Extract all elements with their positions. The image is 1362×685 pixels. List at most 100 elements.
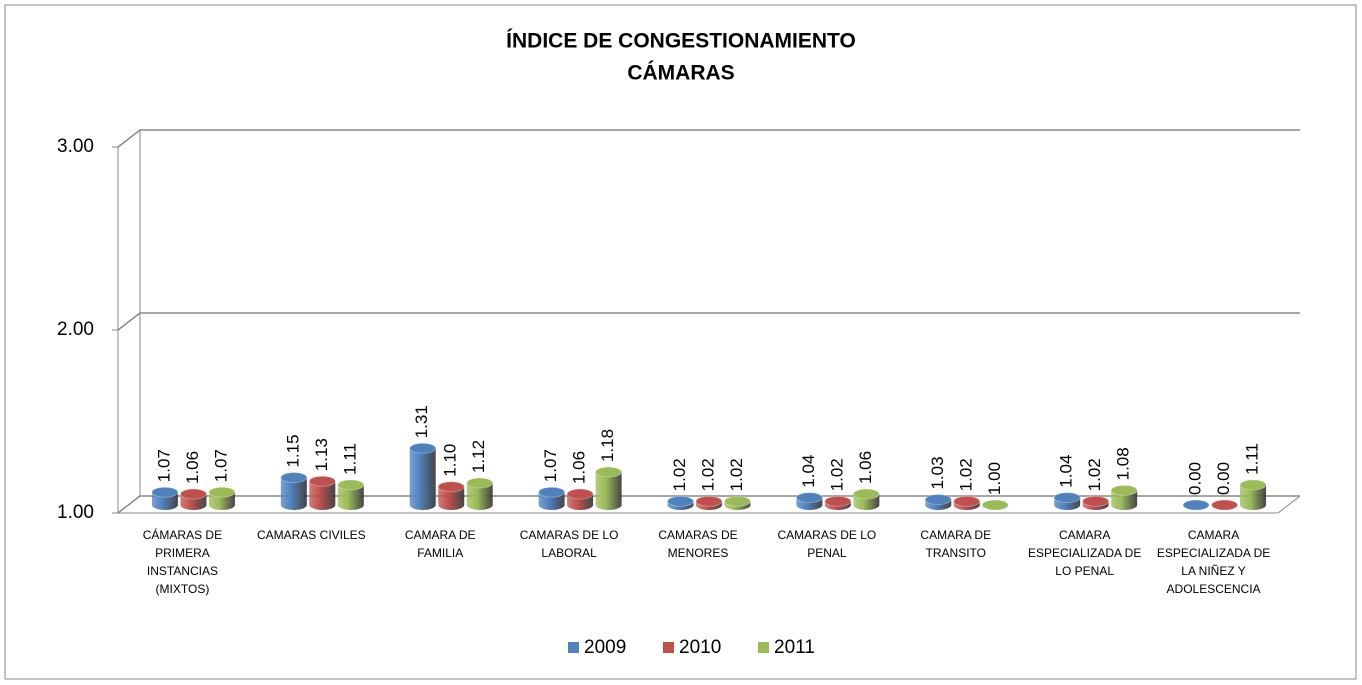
data-label: 1.02 bbox=[1085, 458, 1104, 491]
data-label: 1.11 bbox=[340, 443, 359, 475]
bar-body bbox=[151, 492, 178, 510]
data-label: 1.11 bbox=[1243, 443, 1262, 475]
x-tick-label: CAMARA ESPECIALIZADA DE LA NIÑEZ Y ADOLE… bbox=[1156, 528, 1271, 596]
data-label: 1.06 bbox=[856, 451, 875, 484]
bar-top bbox=[179, 488, 207, 500]
data-label: 1.02 bbox=[827, 458, 846, 491]
bar-top bbox=[538, 486, 566, 498]
bar-top bbox=[437, 481, 465, 493]
bar bbox=[179, 488, 207, 510]
bar bbox=[151, 486, 179, 510]
chart-border bbox=[4, 4, 1357, 680]
bar-top bbox=[208, 486, 236, 498]
data-label: 1.02 bbox=[727, 458, 746, 491]
bar bbox=[1053, 492, 1081, 510]
grid-line bbox=[117, 312, 1300, 331]
bar-top bbox=[924, 494, 952, 506]
bar bbox=[824, 495, 852, 510]
legend-swatch bbox=[758, 642, 769, 653]
data-label: 1.03 bbox=[928, 456, 947, 489]
data-label: 1.07 bbox=[541, 449, 560, 482]
x-tick-label: CAMARAS DE LO LABORAL bbox=[519, 528, 619, 560]
bar-top bbox=[953, 495, 981, 507]
data-label: 0.00 bbox=[1214, 462, 1233, 495]
bar bbox=[466, 477, 494, 510]
data-label: 1.07 bbox=[154, 449, 173, 482]
legend-label: 2009 bbox=[584, 637, 626, 658]
bar-top bbox=[1239, 479, 1267, 491]
bar bbox=[1182, 499, 1210, 511]
x-tick-label: CAMARA ESPECIALIZADA DE LO PENAL bbox=[1027, 528, 1142, 578]
bar-body bbox=[1111, 490, 1138, 510]
data-label: 1.13 bbox=[312, 438, 331, 471]
bar bbox=[953, 495, 981, 510]
legend-swatch bbox=[663, 642, 674, 653]
y-tick-label: 2.00 bbox=[57, 319, 94, 340]
bar-body bbox=[1240, 484, 1267, 510]
bar-body bbox=[280, 477, 307, 510]
bar-top bbox=[1053, 492, 1081, 504]
bar-top bbox=[695, 495, 723, 507]
bar-top bbox=[1182, 499, 1210, 511]
bar bbox=[1110, 484, 1138, 510]
bar-top bbox=[466, 477, 494, 489]
bar-top bbox=[724, 495, 751, 507]
data-label: 1.04 bbox=[1057, 455, 1076, 488]
bar-body bbox=[438, 486, 465, 510]
bar bbox=[538, 486, 566, 510]
legend-label: 2010 bbox=[679, 637, 721, 658]
legend-label: 2011 bbox=[774, 637, 815, 658]
bar-body bbox=[309, 481, 336, 510]
bar bbox=[566, 488, 594, 510]
bar bbox=[852, 488, 880, 510]
floor bbox=[118, 495, 1301, 514]
grid-line bbox=[117, 495, 1300, 514]
bar-body bbox=[595, 472, 622, 510]
bar-top bbox=[566, 488, 594, 500]
data-label: 1.06 bbox=[183, 451, 202, 484]
bar bbox=[595, 466, 623, 510]
bar-body bbox=[409, 448, 436, 510]
data-label: 1.31 bbox=[412, 405, 431, 438]
grid-line bbox=[117, 129, 1300, 148]
bar-top bbox=[308, 475, 336, 487]
x-tick-label: CAMARAS DE MENORES bbox=[658, 528, 738, 560]
bar bbox=[1082, 495, 1110, 510]
data-label: 1.06 bbox=[570, 451, 589, 484]
bar bbox=[695, 495, 723, 510]
bar-top bbox=[795, 492, 823, 504]
bar bbox=[280, 472, 308, 510]
bar-top bbox=[852, 488, 880, 500]
x-tick-label: CAMARAS DE LO PENAL bbox=[777, 528, 877, 560]
bar-top bbox=[1082, 495, 1110, 507]
bar-top bbox=[409, 442, 437, 454]
y-tick-label: 3.00 bbox=[57, 136, 94, 157]
x-tick-label: CAMARA DE TRANSITO bbox=[920, 528, 992, 560]
bar bbox=[308, 475, 336, 510]
data-label: 1.18 bbox=[598, 429, 617, 462]
bar-top bbox=[1211, 499, 1239, 511]
data-label: 1.15 bbox=[283, 434, 302, 467]
data-label: 1.04 bbox=[799, 455, 818, 488]
bar-top bbox=[824, 495, 852, 507]
x-tick-label: CAMARA DE FAMILIA bbox=[404, 528, 476, 560]
bar bbox=[409, 442, 437, 510]
bar bbox=[924, 494, 952, 510]
bar-top bbox=[595, 466, 623, 478]
legend-swatch bbox=[568, 642, 579, 653]
bar bbox=[724, 495, 751, 510]
bar-top bbox=[1110, 484, 1138, 496]
data-label: 1.02 bbox=[956, 458, 975, 491]
data-label: 1.12 bbox=[469, 440, 488, 473]
chart-title: ÍNDICE DE CONGESTIONAMIENTO bbox=[506, 30, 856, 53]
data-label: 1.02 bbox=[698, 458, 717, 491]
chart-title: CÁMARAS bbox=[627, 62, 734, 85]
data-label: 1.10 bbox=[441, 444, 460, 477]
bar-top bbox=[667, 495, 694, 507]
bar-top bbox=[151, 486, 179, 498]
bar-top bbox=[981, 499, 1009, 511]
x-tick-label: CAMARAS CIVILES bbox=[256, 528, 366, 542]
bar bbox=[667, 495, 694, 510]
data-label: 1.07 bbox=[211, 449, 230, 482]
